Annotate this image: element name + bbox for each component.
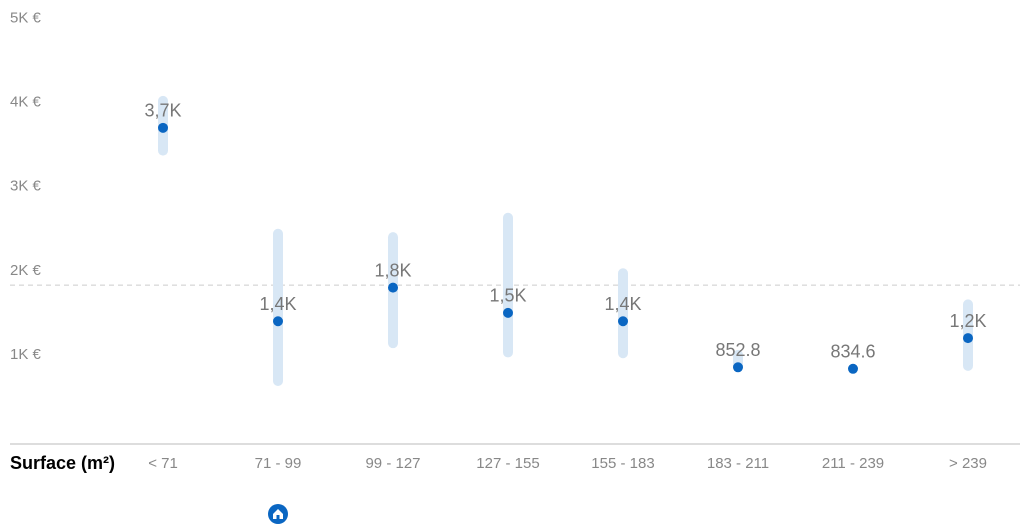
dot: [273, 316, 283, 327]
x-tick-label: 155 - 183: [591, 455, 654, 472]
x-tick-label: 127 - 155: [476, 455, 539, 472]
value-label: 1,8K: [374, 260, 411, 280]
x-tick-label: > 239: [949, 455, 987, 472]
y-tick-label: 4K €: [10, 94, 42, 111]
x-tick-label: 183 - 211: [707, 455, 769, 472]
dot: [848, 363, 858, 374]
range-bar: [273, 228, 283, 387]
dot: [963, 333, 973, 344]
value-label: 3,7K: [144, 101, 181, 121]
x-tick-label: 71 - 99: [255, 455, 302, 472]
range-bar: [618, 268, 628, 359]
value-label: 834.6: [830, 342, 875, 362]
value-label: 1,2K: [949, 311, 986, 331]
value-label: 1,4K: [604, 294, 641, 314]
y-tick-label: 1K €: [10, 346, 42, 363]
x-axis-label: Surface (m²): [10, 453, 115, 473]
x-tick-label: < 71: [148, 455, 178, 472]
home-icon: [268, 504, 288, 524]
value-label: 1,4K: [259, 294, 296, 314]
y-tick-label: 5K €: [10, 9, 42, 26]
y-tick-label: 3K €: [10, 178, 42, 195]
value-label: 852.8: [715, 340, 760, 360]
dot: [733, 362, 743, 373]
x-tick-label: 99 - 127: [365, 455, 420, 472]
dot: [388, 282, 398, 293]
y-tick-label: 2K €: [10, 262, 42, 279]
value-label: 1,5K: [489, 286, 526, 306]
x-tick-label: 211 - 239: [822, 455, 884, 472]
range-bar: [503, 212, 513, 358]
dot: [503, 307, 513, 318]
dot: [618, 316, 628, 327]
dot: [158, 122, 168, 133]
